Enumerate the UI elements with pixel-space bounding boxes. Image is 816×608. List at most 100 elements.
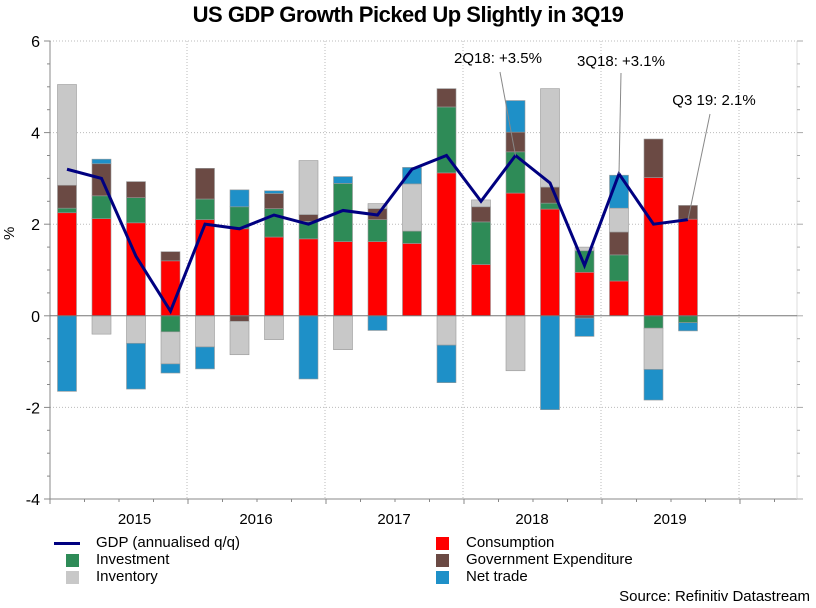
x-year-label: 2019	[653, 511, 686, 528]
bar-segment-consumption	[229, 228, 250, 317]
y-tick-label: 6	[31, 34, 40, 51]
bar-segment-government-expenditure	[643, 138, 664, 178]
annotation-leader	[618, 72, 622, 174]
bar-segment-investment	[609, 254, 629, 282]
bar-segment-investment	[91, 195, 112, 220]
bar-segment-consumption	[678, 218, 698, 317]
bar-segment-net-trade	[540, 315, 560, 410]
y-tick-label: 0	[31, 309, 40, 326]
legend-label: GDP (annualised q/q)	[96, 534, 240, 551]
bar-segment-consumption	[471, 264, 491, 317]
legend-label: Consumption	[466, 534, 555, 551]
bar-segment-inventory	[505, 315, 526, 372]
x-year-label: 2015	[118, 511, 151, 528]
bar-segment-net-trade	[367, 315, 388, 331]
bar-segment-net-trade	[436, 344, 457, 383]
bar-segment-consumption	[264, 236, 284, 317]
bar-segment-inventory	[298, 160, 319, 215]
bar-segment-inventory	[195, 315, 215, 348]
bar-segment-net-trade	[678, 322, 698, 332]
bar-segment-investment	[402, 230, 422, 244]
bar-segment-government-expenditure	[609, 231, 629, 256]
bar-segment-inventory	[540, 88, 560, 188]
bar-segment-net-trade	[57, 315, 77, 392]
bar-segment-inventory	[402, 183, 422, 232]
bar-segment-investment	[195, 198, 215, 220]
bar-segment-investment	[57, 207, 77, 214]
bar-segment-investment	[264, 208, 284, 238]
bar-segment-consumption	[57, 212, 77, 317]
bar-segment-inventory	[229, 320, 250, 356]
legend-line-swatch	[54, 542, 80, 545]
chart-title: US GDP Growth Picked Up Slightly in 3Q19	[192, 2, 624, 27]
bar-segment-net-trade	[333, 176, 353, 184]
bar-segment-net-trade	[264, 190, 284, 194]
bar-segment-inventory	[609, 207, 629, 233]
bar-segment-inventory	[367, 203, 388, 209]
bar-segment-net-trade	[643, 369, 664, 401]
y-tick-label: 2	[31, 217, 40, 234]
bar-segment-consumption	[505, 192, 526, 317]
bar-segment-government-expenditure	[505, 131, 526, 153]
bar-segment-net-trade	[160, 363, 181, 374]
x-year-label: 2016	[239, 511, 272, 528]
gdp-line	[66, 153, 689, 315]
bar-segment-inventory	[57, 84, 77, 186]
bar-segment-inventory	[160, 331, 181, 365]
bar-segment-government-expenditure	[264, 193, 284, 209]
bar-segment-consumption	[333, 241, 353, 317]
bar-segment-government-expenditure	[195, 168, 215, 200]
annotation-label: Q3 19: 2.1%	[672, 92, 755, 109]
bar-segment-government-expenditure	[160, 251, 181, 262]
bar-segment-inventory	[91, 315, 112, 335]
bar-segment-investment	[471, 221, 491, 265]
legend-label: Government Expenditure	[466, 551, 633, 568]
bar-segment-net-trade	[402, 167, 422, 185]
bar-segment-consumption	[540, 208, 560, 317]
bar-segment-inventory	[436, 315, 457, 346]
bar-segment-net-trade	[229, 189, 250, 208]
bar-segment-government-expenditure	[436, 88, 457, 108]
annotation-label: 3Q18: +3.1%	[577, 53, 665, 70]
bar-segment-government-expenditure	[126, 181, 146, 198]
bar-segment-government-expenditure	[471, 206, 491, 223]
bar-segment-net-trade	[195, 346, 215, 370]
x-year-label: 2017	[377, 511, 410, 528]
bar-segment-consumption	[195, 219, 215, 317]
x-year-label: 2018	[515, 511, 548, 528]
bar-segment-net-trade	[91, 158, 112, 165]
bar-segment-consumption	[436, 172, 457, 317]
bar-segment-consumption	[609, 280, 629, 317]
y-tick-label: 4	[31, 126, 40, 143]
bar-segment-inventory	[126, 315, 146, 344]
y-tick-label: -4	[26, 492, 40, 509]
annotation-leader	[499, 71, 516, 156]
y-axis-label: %	[1, 227, 18, 240]
bar-segment-investment	[678, 315, 698, 323]
bar-segment-investment	[367, 219, 388, 242]
legend-color-swatch	[436, 537, 449, 550]
bar-segment-government-expenditure	[229, 315, 250, 322]
bar-segment-net-trade	[126, 342, 146, 390]
bar-segment-net-trade	[574, 317, 595, 337]
legend-label: Investment	[96, 551, 170, 568]
bar-segment-consumption	[574, 271, 595, 317]
bar-segment-investment	[126, 197, 146, 224]
bar-segment-consumption	[91, 218, 112, 317]
bar-segment-government-expenditure	[57, 184, 77, 209]
bar-segment-inventory	[643, 327, 664, 370]
bar-segment-government-expenditure	[678, 205, 698, 220]
bar-segment-investment	[643, 315, 664, 329]
bar-segment-consumption	[643, 177, 664, 317]
y-tick-label: -2	[26, 400, 40, 417]
legend-color-swatch	[66, 554, 79, 567]
annotation-label: 2Q18: +3.5%	[454, 50, 542, 67]
source-note: Source: Refinitiv Datastream	[619, 588, 810, 605]
bar-segment-inventory	[333, 315, 353, 350]
legend-color-swatch	[436, 554, 449, 567]
bar-segment-consumption	[298, 238, 319, 317]
bar-segment-inventory	[574, 246, 595, 252]
bar-segment-consumption	[402, 243, 422, 317]
legend-color-swatch	[66, 571, 79, 584]
